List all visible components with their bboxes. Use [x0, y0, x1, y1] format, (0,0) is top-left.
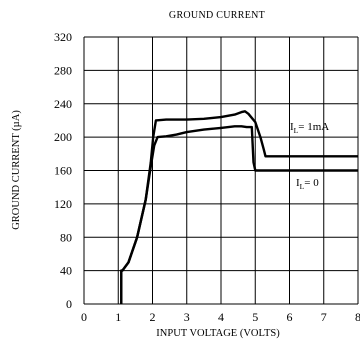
x-tick-label-4: 4	[218, 310, 224, 324]
y-tick-label-0: 0	[66, 297, 72, 311]
y-tick-label-5: 200	[54, 130, 72, 144]
y-tick-label-3: 120	[54, 197, 72, 211]
x-axis-label: INPUT VOLTAGE (VOLTS)	[156, 328, 280, 339]
x-tick-label-7: 7	[321, 310, 327, 324]
series-label-il-0: IL= 0	[296, 177, 319, 191]
y-tick-label-2: 80	[60, 230, 72, 244]
x-tick-label-2: 2	[150, 310, 156, 324]
y-tick-label-6: 240	[54, 97, 72, 111]
x-tick-label-8: 8	[355, 310, 360, 324]
y-axis-label: GROUND CURRENT (µA)	[11, 110, 22, 230]
y-tick-label-7: 280	[54, 63, 72, 77]
chart-title: GROUND CURRENT	[169, 10, 265, 21]
x-tick-label-6: 6	[287, 310, 293, 324]
x-tick-label-5: 5	[252, 310, 258, 324]
series-label-il-1ma: IL= 1mA	[290, 121, 329, 135]
y-tick-label-1: 40	[60, 264, 72, 278]
x-tick-label-1: 1	[115, 310, 121, 324]
x-tick-label-0: 0	[81, 310, 87, 324]
series-annotations: IL= 1mA IL= 0	[290, 121, 329, 191]
series-group	[120, 110, 358, 304]
x-tick-label-3: 3	[184, 310, 190, 324]
y-tick-label-8: 320	[54, 30, 72, 44]
series-line-il-0	[120, 125, 358, 304]
y-tick-label-4: 160	[54, 164, 72, 178]
